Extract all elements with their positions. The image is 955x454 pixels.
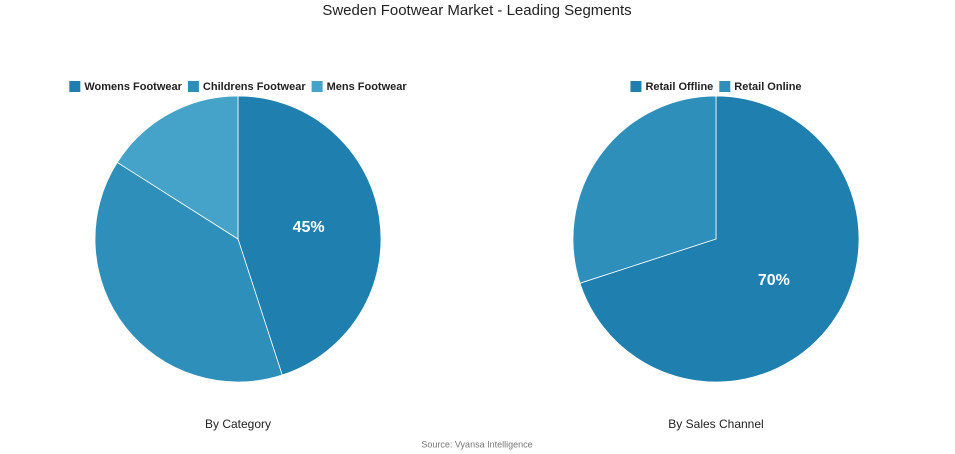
pie-slice — [579, 95, 860, 383]
pie-slice — [237, 95, 382, 376]
value-label: 45% — [293, 219, 325, 236]
legend-swatch — [69, 81, 81, 92]
chart-caption: By Category — [205, 417, 271, 431]
chart-caption: By Sales Channel — [668, 417, 763, 431]
legend-swatch — [187, 81, 199, 92]
legend-label: Retail Online — [734, 81, 801, 93]
legend: Retail Offline Retail Online — [630, 81, 802, 93]
legend-label: Childrens Footwear — [203, 81, 306, 93]
legend-label: Mens Footwear — [327, 81, 408, 93]
legend: Womens Footwear Childrens Footwear Mens Fo… — [69, 81, 407, 93]
pie-slice — [572, 95, 717, 284]
page-title: Sweden Footwear Market - Leading Segment… — [322, 2, 631, 19]
legend-label: Retail Offline — [645, 81, 713, 93]
pie-slice — [94, 161, 283, 383]
legend-swatch — [311, 81, 323, 92]
legend-swatch — [630, 81, 642, 92]
pie-slice — [116, 95, 239, 240]
legend-swatch — [719, 81, 731, 92]
source: Source: Vyansa Intelligence — [421, 439, 532, 449]
value-label: 70% — [758, 272, 790, 289]
legend-label: Womens Footwear — [84, 81, 182, 93]
